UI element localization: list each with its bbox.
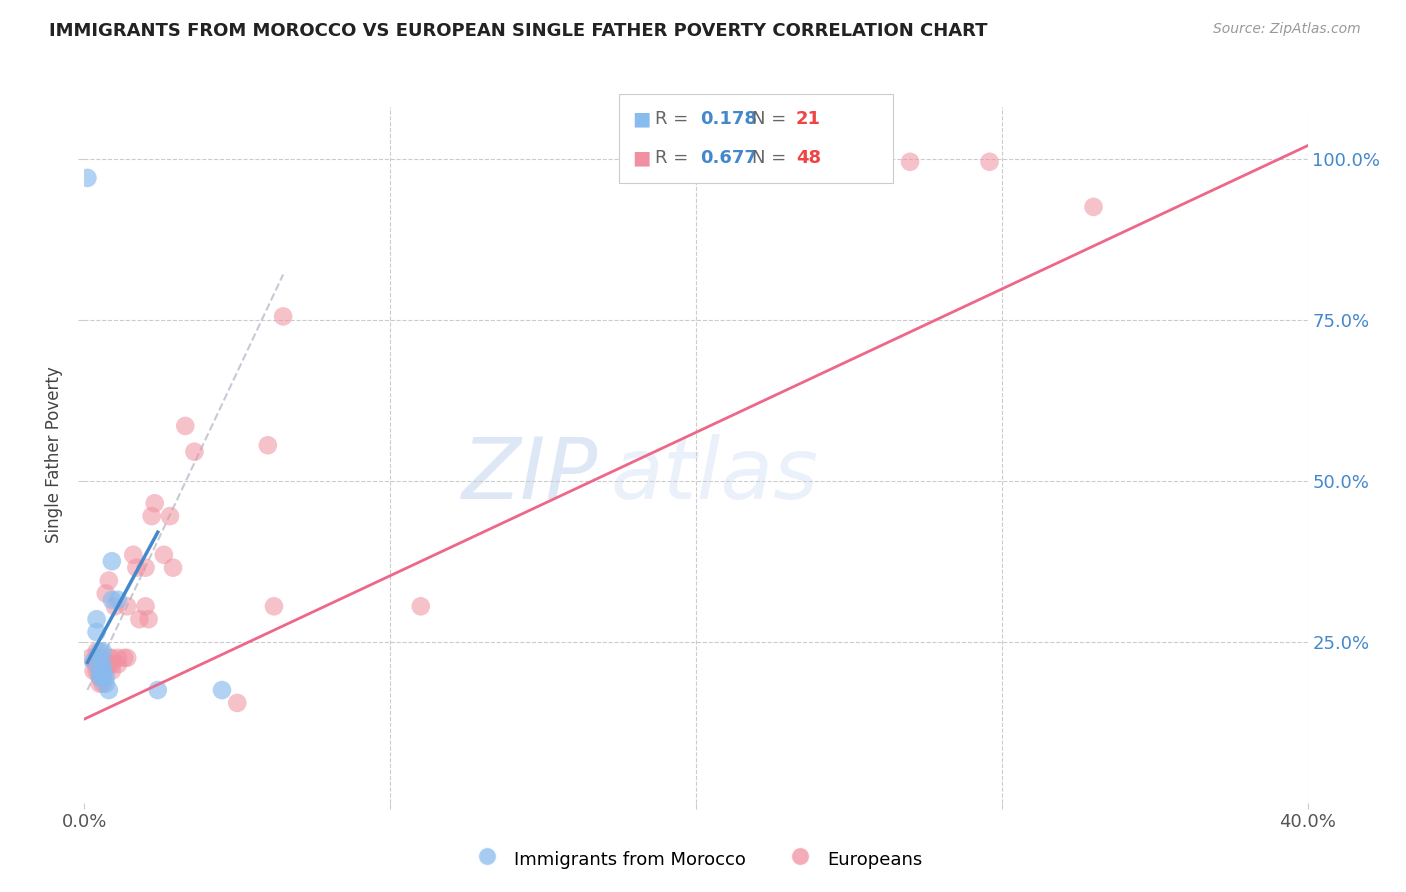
Point [89,657,111,672]
Point [122,548,145,562]
Point [101,657,124,672]
Point [91,664,114,678]
Point [162,560,184,574]
Point [153,548,176,562]
Point [97,574,120,588]
Text: IMMIGRANTS FROM MOROCCO VS EUROPEAN SINGLE FATHER POVERTY CORRELATION CHART: IMMIGRANTS FROM MOROCCO VS EUROPEAN SING… [49,22,987,40]
Point [89,670,111,684]
Point [86,612,108,626]
Point [79,651,101,665]
Point [101,554,124,568]
Point [91,657,114,672]
Point [107,657,129,672]
Point [86,657,108,672]
Point [97,683,120,698]
Text: atlas: atlas [610,434,818,517]
Point [91,664,114,678]
Point [115,599,138,614]
Point [183,444,205,458]
Y-axis label: Single Father Poverty: Single Father Poverty [45,367,63,543]
Point [211,683,233,698]
Text: 0.178: 0.178 [700,110,758,128]
Point [91,670,114,684]
Point [271,310,294,324]
Point [97,651,120,665]
Text: ZIP: ZIP [461,434,598,517]
Point [91,644,114,658]
Point [89,651,111,665]
Text: R =: R = [655,110,695,128]
Point [263,599,285,614]
Point [138,612,160,626]
Legend: Immigrants from Morocco, Europeans: Immigrants from Morocco, Europeans [463,841,929,877]
Text: 21: 21 [796,110,821,128]
Point [89,670,111,684]
Point [86,644,108,658]
Point [101,651,124,665]
Point [107,651,129,665]
Point [89,664,111,678]
Point [128,612,150,626]
Point [107,592,129,607]
Text: ■: ■ [633,109,651,128]
Point [226,696,249,710]
Point [101,664,124,678]
Point [76,170,98,185]
Point [104,599,127,614]
Text: 0.677: 0.677 [700,149,756,167]
Point [115,651,138,665]
Point [91,667,114,681]
Point [979,154,1001,169]
Point [86,651,108,665]
Point [146,683,169,698]
Point [94,676,117,690]
Point [409,599,432,614]
Point [89,664,111,678]
Point [94,670,117,684]
Text: N =: N = [752,149,792,167]
Point [91,670,114,684]
Point [174,419,197,434]
Point [898,154,921,169]
Point [159,509,181,524]
Point [257,438,280,452]
Point [94,586,117,600]
Point [91,676,114,690]
Point [86,625,108,640]
Point [143,496,166,510]
Point [83,664,105,678]
Text: Source: ZipAtlas.com: Source: ZipAtlas.com [1213,22,1361,37]
Point [141,509,163,524]
Point [89,644,111,658]
Point [101,592,124,607]
Point [1083,200,1105,214]
Point [112,651,135,665]
Text: ■: ■ [633,148,651,168]
Text: R =: R = [655,149,695,167]
Point [135,560,157,574]
Text: N =: N = [752,110,792,128]
Point [86,664,108,678]
Point [89,676,111,690]
Point [97,657,120,672]
Text: 48: 48 [796,149,821,167]
Point [125,560,148,574]
Point [135,599,157,614]
Point [94,657,117,672]
Point [94,664,117,678]
Point [83,654,105,668]
